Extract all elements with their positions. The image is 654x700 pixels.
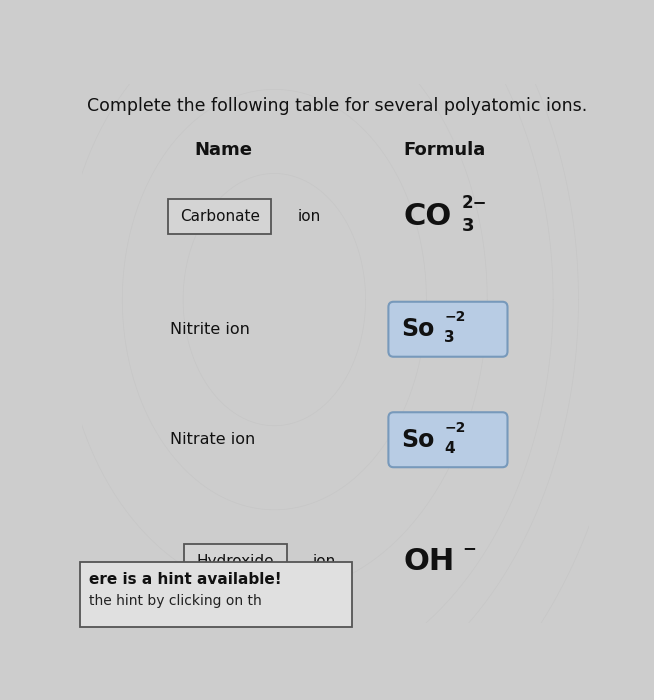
Text: Hydroxide: Hydroxide xyxy=(196,554,274,569)
FancyBboxPatch shape xyxy=(184,544,286,580)
Text: 4: 4 xyxy=(444,441,455,456)
Text: So: So xyxy=(401,317,434,341)
Text: Formula: Formula xyxy=(403,141,485,159)
Text: CO: CO xyxy=(404,202,452,230)
Text: −2: −2 xyxy=(444,310,466,324)
Text: 3: 3 xyxy=(462,217,474,234)
Text: Nitrate ion: Nitrate ion xyxy=(171,432,256,447)
FancyBboxPatch shape xyxy=(388,302,508,357)
Text: 2−: 2− xyxy=(462,194,487,211)
Text: Nitrite ion: Nitrite ion xyxy=(171,322,250,337)
Text: ion: ion xyxy=(313,554,336,569)
Text: Name: Name xyxy=(195,141,252,159)
Text: ere is a hint available!: ere is a hint available! xyxy=(90,573,282,587)
Text: Complete the following table for several polyatomic ions.: Complete the following table for several… xyxy=(87,97,587,116)
Text: ion: ion xyxy=(297,209,320,224)
FancyBboxPatch shape xyxy=(388,412,508,467)
Text: So: So xyxy=(401,428,434,452)
Text: −: − xyxy=(462,538,475,557)
Text: the hint by clicking on th: the hint by clicking on th xyxy=(90,594,262,608)
Text: OH: OH xyxy=(404,547,455,575)
FancyBboxPatch shape xyxy=(80,562,352,627)
FancyBboxPatch shape xyxy=(169,199,271,234)
Text: −2: −2 xyxy=(444,421,466,435)
Text: 3: 3 xyxy=(444,330,455,345)
Text: Carbonate: Carbonate xyxy=(180,209,260,224)
